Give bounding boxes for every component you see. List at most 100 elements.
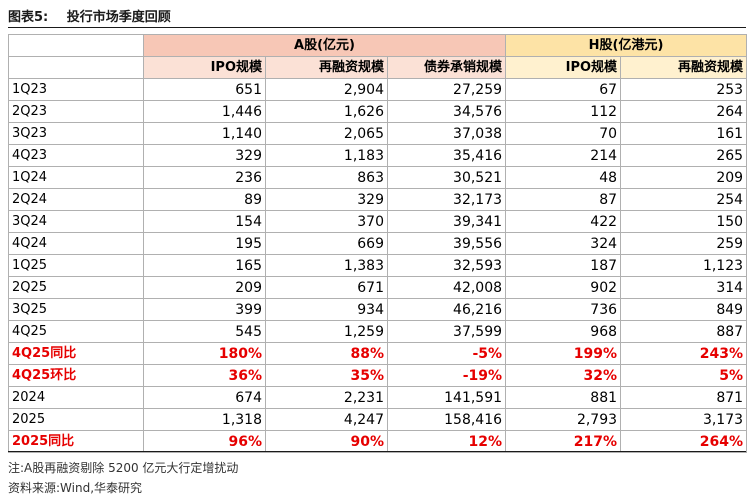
table-cell: 150 [620,210,748,233]
figure-caption: 投行市场季度回顾 [66,10,171,25]
table-cell: 254 [620,188,748,211]
table-cell: 209 [620,166,748,189]
table-cell: 1,259 [265,320,388,343]
table-row: 3Q25 399 934 46,216 736 849 [8,298,748,321]
table-cell: 651 [143,78,266,101]
table-row: 4Q25 545 1,259 37,599 968 887 [8,320,748,343]
table-cell: 39,556 [386,232,507,255]
table-cell: 214 [505,144,622,167]
table-cell: 863 [265,166,388,189]
row-label: 2Q23 [8,100,144,123]
table-cell: 27,259 [386,78,507,101]
table-cell: 46,216 [386,298,507,321]
table-cell: 70 [505,122,622,145]
bottom-rule [8,451,746,452]
table-cell: 934 [265,298,388,321]
col-a-ipo: IPO规模 [143,56,266,79]
table-cell: 2,793 [505,408,622,431]
table-cell: 34,576 [386,100,507,123]
table-row: 2025 1,318 4,247 158,416 2,793 3,173 [8,408,748,431]
table-cell: 1,123 [620,254,748,277]
table-cell: 881 [505,386,622,409]
table-row: 1Q23 651 2,904 27,259 67 253 [8,78,748,101]
group-header-row: A股(亿元) H股(亿港元) [8,34,748,57]
col-a-refinancing: 再融资规模 [265,56,388,79]
table-cell: 671 [265,276,388,299]
table-cell: 154 [143,210,266,233]
table-cell: 968 [505,320,622,343]
table-cell: 4,247 [265,408,388,431]
table-cell: 32,593 [386,254,507,277]
footnote: 注:A股再融资剔除 5200 亿元大行定增扰动 [8,461,239,475]
table-row: 3Q24 154 370 39,341 422 150 [8,210,748,233]
table-cell: 209 [143,276,266,299]
table-cell: 1,383 [265,254,388,277]
table-cell: 314 [620,276,748,299]
table-row: 4Q25环比 36% 35% -19% 32% 5% [8,364,748,387]
row-label: 4Q24 [8,232,144,255]
table-row: 1Q25 165 1,383 32,593 187 1,123 [8,254,748,277]
table-row: 4Q24 195 669 39,556 324 259 [8,232,748,255]
row-label: 4Q25同比 [8,342,144,365]
row-label: 4Q25 [8,320,144,343]
table-cell: 849 [620,298,748,321]
row-label: 3Q25 [8,298,144,321]
table-row: 1Q24 236 863 30,521 48 209 [8,166,748,189]
table-row: 2025同比 96% 90% 12% 217% 264% [8,430,748,453]
table-cell: 259 [620,232,748,255]
table-cell: 329 [265,188,388,211]
table-cell: 30,521 [386,166,507,189]
table-cell: 265 [620,144,748,167]
table-cell: 871 [620,386,748,409]
table-cell: 112 [505,100,622,123]
table-cell: 3,173 [620,408,748,431]
table-cell: 2,065 [265,122,388,145]
table-cell: 90% [265,430,388,453]
table-cell: 35,416 [386,144,507,167]
table-cell: 674 [143,386,266,409]
table-cell: 180% [143,342,266,365]
table-cell: 1,140 [143,122,266,145]
table-cell: 89 [143,188,266,211]
table-cell: 243% [620,342,748,365]
table-cell: 1,626 [265,100,388,123]
table-row: 2Q24 89 329 32,173 87 254 [8,188,748,211]
table-cell: 37,038 [386,122,507,145]
table-cell: 161 [620,122,748,145]
col-h-refinancing: 再融资规模 [620,56,748,79]
table-cell: 67 [505,78,622,101]
top-rule [8,27,746,28]
table-cell: 5% [620,364,748,387]
row-label: 2025同比 [8,430,144,453]
table-cell: 32,173 [386,188,507,211]
row-label: 2Q25 [8,276,144,299]
table-row: 2024 674 2,231 141,591 881 871 [8,386,748,409]
row-label: 1Q23 [8,78,144,101]
table-cell: 48 [505,166,622,189]
table-cell: 42,008 [386,276,507,299]
row-label: 2025 [8,408,144,431]
table-cell: -19% [386,364,507,387]
table-cell: 1,183 [265,144,388,167]
row-label: 2Q24 [8,188,144,211]
table-cell: 370 [265,210,388,233]
row-label: 4Q23 [8,144,144,167]
table-cell: 187 [505,254,622,277]
table-cell: 253 [620,78,748,101]
table-cell: 236 [143,166,266,189]
table-cell: 1,318 [143,408,266,431]
row-label: 4Q25环比 [8,364,144,387]
table-cell: 669 [265,232,388,255]
table-cell: 165 [143,254,266,277]
table-cell: -5% [386,342,507,365]
figure-number: 图表5: [8,10,49,25]
row-label: 3Q24 [8,210,144,233]
table-cell: 329 [143,144,266,167]
row-label: 2024 [8,386,144,409]
h-share-group-header: H股(亿港元) [505,34,748,57]
table-cell: 36% [143,364,266,387]
a-share-group-header: A股(亿元) [142,34,507,57]
corner-cell [8,34,144,57]
table-cell: 264 [620,100,748,123]
table-body: 1Q23 651 2,904 27,259 67 253 2Q23 1,446 1,626 34,… [8,78,748,453]
